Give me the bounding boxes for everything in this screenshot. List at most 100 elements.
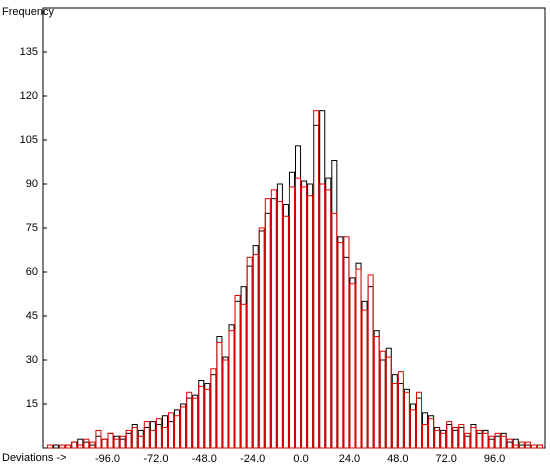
histogram-bar [83, 438, 90, 449]
histogram-bar [288, 186, 296, 449]
histogram-bar [276, 183, 283, 449]
histogram-bar [53, 444, 60, 449]
histogram-bar [367, 274, 374, 449]
histogram-bar [228, 330, 235, 449]
x-tick-label: 0.0 [293, 453, 308, 465]
histogram-bar [216, 336, 223, 449]
histogram-bar [65, 444, 72, 449]
histogram-bar [367, 286, 374, 449]
x-tick-label: -48.0 [192, 453, 217, 465]
histogram-bar [77, 444, 84, 449]
histogram-bar [101, 438, 108, 449]
histogram-bar [409, 409, 416, 449]
histogram-bar [204, 388, 211, 449]
histogram-bar [113, 435, 120, 449]
histogram-bar [434, 429, 441, 449]
histogram-bar [222, 359, 229, 449]
histogram-bar [337, 242, 344, 449]
histogram-bar [301, 180, 308, 449]
histogram-bar [530, 444, 537, 449]
histogram-bar [131, 424, 138, 449]
histogram-bar [325, 177, 332, 449]
histogram-bar [107, 432, 114, 449]
histogram-bar [494, 435, 501, 449]
histogram-bar [264, 198, 271, 449]
histogram-bar [240, 286, 247, 449]
histogram-bar [77, 438, 84, 449]
histogram-bar [452, 429, 459, 449]
y-axis-label: Frequency [2, 6, 54, 18]
histogram-bar [470, 424, 477, 449]
histogram-bar [295, 177, 302, 449]
histogram-bar [107, 432, 114, 449]
histogram-bar [415, 391, 423, 449]
histogram-bar [373, 330, 380, 449]
histogram-bar [119, 435, 126, 449]
histogram-bar [282, 204, 289, 449]
histogram-bar [234, 300, 241, 449]
histogram-bar [361, 300, 368, 449]
histogram-bar [518, 441, 525, 449]
x-tick-label: -72.0 [143, 453, 168, 465]
histogram-bar [198, 380, 205, 449]
histogram-bar [391, 382, 398, 449]
histogram-bar [246, 265, 253, 449]
histogram-bar [446, 424, 453, 449]
histogram-bar [167, 421, 175, 449]
histogram-bar [313, 124, 320, 449]
y-tick-label: 60 [26, 266, 38, 278]
histogram-bar [403, 388, 410, 449]
x-tick-label: -24.0 [240, 453, 265, 465]
histogram-bar [325, 189, 332, 449]
histogram-bar [349, 283, 356, 449]
histogram-bar [143, 426, 150, 449]
histogram-bar [282, 215, 289, 449]
histogram-bar [252, 253, 259, 449]
histogram-bar [355, 262, 362, 449]
histogram-bar [252, 245, 259, 449]
histogram-bar [83, 441, 90, 449]
histogram-bar [258, 227, 265, 449]
histogram-bar [307, 183, 314, 449]
histogram-bar [313, 110, 320, 449]
histogram-bar [301, 186, 308, 449]
histogram-bar [198, 385, 205, 449]
y-tick-label: 30 [26, 354, 38, 366]
histogram-bar [355, 268, 362, 449]
y-tick-label: 120 [20, 90, 38, 102]
histogram-bar [464, 432, 471, 449]
x-axis-label: Deviations -> [2, 452, 67, 464]
histogram-bar [331, 160, 338, 449]
histogram-bar [276, 201, 283, 449]
histogram-bar [186, 397, 193, 449]
histogram-bar [192, 397, 199, 449]
histogram-bar [246, 256, 253, 449]
histogram-bar [500, 432, 507, 449]
histogram-bar [270, 198, 277, 449]
histogram-bar [210, 368, 217, 449]
histogram-bar [500, 435, 507, 449]
histogram-bar [167, 412, 175, 449]
y-tick-label: 135 [20, 46, 38, 58]
histogram-bar [397, 371, 404, 449]
histogram-bar [149, 421, 156, 449]
histogram-bar [161, 415, 168, 449]
histogram-bar [222, 356, 229, 449]
histogram-bar [59, 444, 66, 449]
histogram-bar [428, 418, 435, 449]
histogram-bar [409, 403, 416, 449]
histogram-bar [137, 429, 144, 449]
y-tick-label: 90 [26, 178, 38, 190]
plot-frame [42, 7, 546, 449]
histogram-bar [337, 236, 344, 449]
histogram-bar [295, 145, 302, 449]
histogram-bar [234, 294, 241, 449]
histogram-bar [331, 212, 338, 449]
histogram-bar [512, 444, 519, 449]
histogram-bar [101, 438, 108, 449]
histogram-bar [397, 382, 404, 449]
histogram-bar [470, 426, 477, 449]
histogram-bar [71, 441, 78, 449]
histogram-bar [95, 435, 102, 449]
histogram-bar [125, 432, 132, 449]
